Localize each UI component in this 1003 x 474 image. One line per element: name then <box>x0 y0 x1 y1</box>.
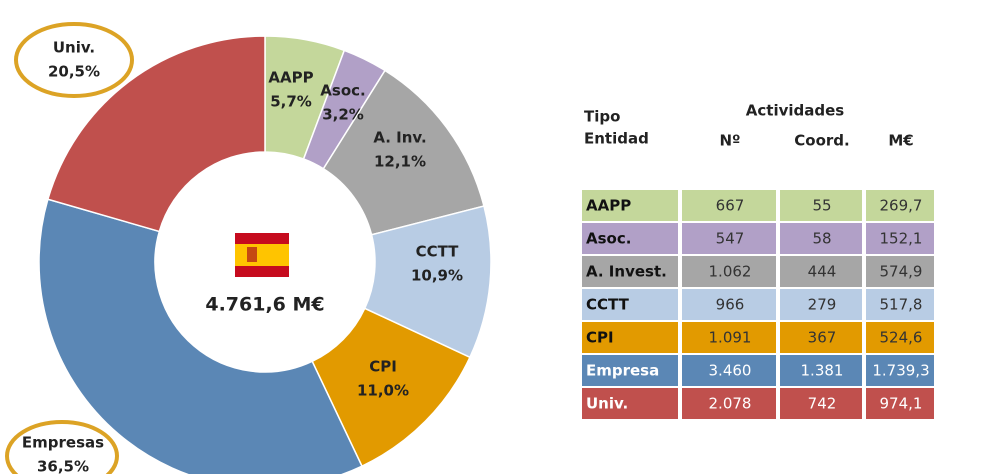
table-cell <box>866 355 934 386</box>
slice-label: Asoc. <box>320 82 365 100</box>
row-header: CCTT <box>586 296 630 314</box>
table-cell <box>780 388 862 419</box>
table-cell <box>866 223 934 254</box>
flag-stripe <box>235 233 289 244</box>
table-value: 2.078 <box>709 395 752 413</box>
highlight-ring <box>5 420 119 474</box>
table-cell <box>682 388 776 419</box>
table-value: 974,1 <box>880 395 923 413</box>
table-cell <box>866 190 934 221</box>
flag-stripe <box>235 244 289 266</box>
table-cell <box>866 256 934 287</box>
table-value: 58 <box>812 230 831 248</box>
slice-value-label: 12,1% <box>374 153 426 171</box>
table-cell <box>866 388 934 419</box>
table-value: 517,8 <box>880 296 923 314</box>
header-entity: Entidad <box>584 130 649 148</box>
table-cell <box>780 256 862 287</box>
row-header: AAPP <box>586 197 631 215</box>
table-cell <box>582 355 678 386</box>
row-header: A. Invest. <box>586 263 667 281</box>
table-value: 742 <box>808 395 837 413</box>
highlight-ring <box>14 22 134 98</box>
center-label: 4.761,6 M€ <box>205 294 324 316</box>
table-cell <box>582 256 678 287</box>
table-value: 574,9 <box>880 263 923 281</box>
slice-value-label: 5,7% <box>270 93 312 111</box>
table-value: 269,7 <box>880 197 923 215</box>
table-value: 1.381 <box>801 362 844 380</box>
table-cell <box>682 190 776 221</box>
table-value: 667 <box>716 197 745 215</box>
table-value: 1.091 <box>709 329 752 347</box>
table-value: 152,1 <box>880 230 923 248</box>
slice-value-label: 11,0% <box>357 382 409 400</box>
table-value: 1.062 <box>709 263 752 281</box>
table-cell <box>682 322 776 353</box>
row-header: Empresa <box>586 362 659 380</box>
header-entity: Tipo <box>584 108 620 126</box>
table-cell <box>582 223 678 254</box>
table-cell <box>682 289 776 320</box>
table-cell <box>582 322 678 353</box>
column-header: Nº <box>719 132 740 150</box>
flag-emblem <box>247 247 257 262</box>
table-value: 444 <box>808 263 837 281</box>
table-cell <box>780 355 862 386</box>
header-group: Actividades <box>746 102 845 120</box>
table-value: 367 <box>808 329 837 347</box>
table-value: 55 <box>812 197 831 215</box>
table-value: 1.739,3 <box>872 362 929 380</box>
table-cell <box>582 388 678 419</box>
row-header: Asoc. <box>586 230 631 248</box>
table-cell <box>682 355 776 386</box>
row-header: Univ. <box>586 395 628 413</box>
slice-value-label: 36,5% <box>37 458 89 474</box>
table-value: 966 <box>716 296 745 314</box>
slice-value-label: 10,9% <box>411 267 463 285</box>
flag-stripe <box>235 266 289 277</box>
table-cell <box>780 289 862 320</box>
slice-label: Empresas <box>22 434 104 452</box>
table-cell <box>682 223 776 254</box>
slice-label: CPI <box>369 358 397 376</box>
table-cell <box>780 223 862 254</box>
table-value: 547 <box>716 230 745 248</box>
column-header: M€ <box>888 132 913 150</box>
slice-label: Univ. <box>53 39 95 57</box>
table-cell <box>780 190 862 221</box>
table-value: 524,6 <box>880 329 923 347</box>
donut-slice <box>46 35 266 233</box>
flag <box>235 233 289 277</box>
table-value: 279 <box>808 296 837 314</box>
table-cell <box>866 289 934 320</box>
table-cell <box>682 256 776 287</box>
row-header: CPI <box>586 329 614 347</box>
table-cell <box>582 190 678 221</box>
table-value: 3.460 <box>709 362 752 380</box>
table-cell <box>582 289 678 320</box>
slice-label: AAPP <box>268 69 313 87</box>
slice-value-label: 3,2% <box>322 106 364 124</box>
table-cell <box>866 322 934 353</box>
slice-label: CCTT <box>416 243 460 261</box>
table-cell <box>780 322 862 353</box>
column-header: Coord. <box>794 132 849 150</box>
slice-label: A. Inv. <box>373 129 426 147</box>
slice-value-label: 20,5% <box>48 63 100 81</box>
donut-slice <box>38 198 363 474</box>
